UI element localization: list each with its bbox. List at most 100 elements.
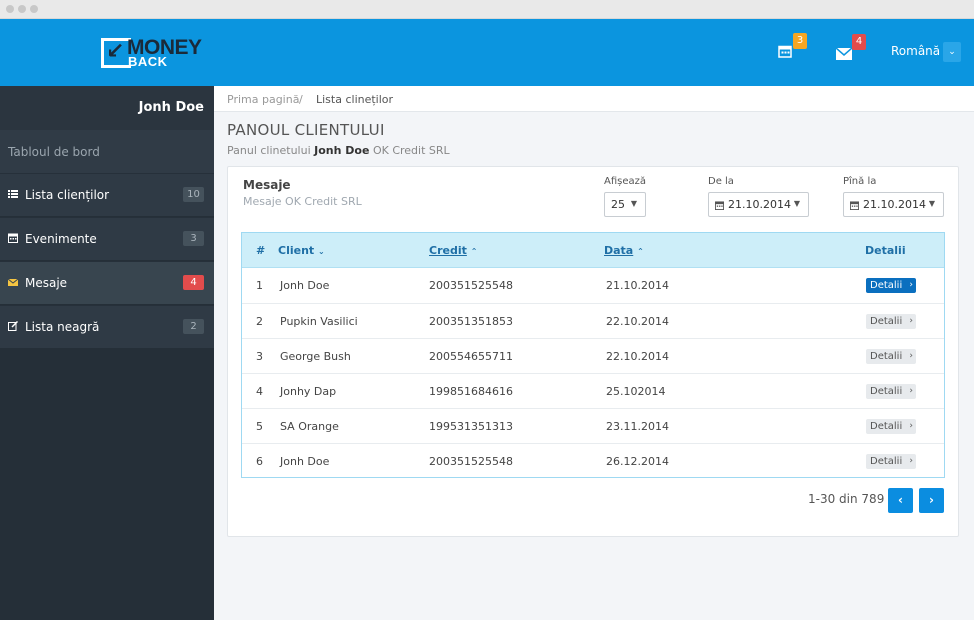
cell-num: 1 [256, 279, 263, 292]
sidebar-item-clients[interactable]: Lista clienților 10 [0, 173, 214, 216]
page-subtitle: Panul clinetului Jonh Doe OK Credit SRL [227, 144, 450, 157]
cell-date: 26.12.2014 [606, 455, 669, 468]
cell-client: Jonh Doe [280, 455, 330, 468]
cell-num: 4 [256, 385, 263, 398]
cell-num: 2 [256, 315, 263, 328]
show-label: Afișează [604, 176, 647, 187]
prev-page-button[interactable]: ‹ [888, 488, 913, 513]
next-page-button[interactable]: › [919, 488, 944, 513]
envelope-icon [7, 277, 19, 287]
chevron-right-icon: › [909, 421, 913, 431]
envelope-icon [835, 47, 853, 60]
details-button[interactable]: Detalii › [866, 419, 916, 434]
pagination-info: 1-30 din 789 [808, 492, 885, 506]
chevron-down-icon: ▼ [630, 199, 637, 208]
window-dot-icon [6, 5, 14, 13]
cell-credit: 200351525548 [429, 455, 513, 468]
cell-date: 25.102014 [606, 385, 666, 398]
sort-ascending-icon: ⌃ [637, 247, 644, 256]
list-icon [8, 189, 18, 199]
column-header-credit-label: Credit [429, 244, 467, 257]
logo-word-back: BACK [128, 54, 168, 69]
details-button[interactable]: Detalii › [866, 384, 916, 399]
chevron-left-icon: ‹ [898, 493, 903, 507]
to-date-picker[interactable]: 21.10.2014 ▼ [843, 192, 944, 217]
details-button-label: Detalii [870, 421, 903, 432]
sidebar-item-events[interactable]: Evenimente 3 [0, 217, 214, 260]
breadcrumb: Prima pagină / Lista clineților [214, 86, 974, 112]
sidebar-item-blacklist[interactable]: Lista neagră 2 [0, 305, 214, 348]
cell-num: 6 [256, 455, 263, 468]
from-date-picker[interactable]: 21.10.2014 ▼ [708, 192, 809, 217]
table-row: 1 Jonh Doe 200351525548 21.10.2014 Detal… [242, 268, 944, 303]
logo[interactable]: ↙ MONEY BACK [101, 36, 216, 70]
to-date-value: 21.10.2014 [863, 198, 926, 211]
chevron-right-icon: › [909, 280, 913, 290]
details-button[interactable]: Detalii › [866, 454, 916, 469]
page-title: PANOUL CLIENTULUI [227, 121, 385, 139]
sidebar: Jonh Doe Tabloul de bord Lista cliențilo… [0, 86, 214, 620]
calendar-icon [715, 200, 724, 213]
calendar-notification[interactable]: 3 [778, 33, 807, 62]
cell-client: SA Orange [280, 420, 339, 433]
details-button[interactable]: Detalii › [866, 349, 916, 364]
sidebar-item-dashboard[interactable]: Tabloul de bord [0, 130, 214, 173]
cell-num: 3 [256, 350, 263, 363]
language-label[interactable]: Română [891, 44, 941, 58]
details-button-label: Detalii [870, 386, 903, 397]
logo-word-money: MONEY [127, 36, 202, 59]
sidebar-item-label: Lista neagră [25, 320, 100, 334]
chevron-down-icon: ▼ [928, 199, 935, 208]
chevron-right-icon: › [929, 493, 934, 507]
cell-client: Jonh Doe [280, 279, 330, 292]
breadcrumb-home[interactable]: Prima pagină [227, 93, 300, 106]
cell-date: 23.11.2014 [606, 420, 669, 433]
details-button-label: Detalii [870, 456, 903, 467]
sidebar-item-count: 3 [183, 231, 204, 246]
sidebar-item-label: Mesaje [25, 276, 68, 290]
sidebar-item-count: 4 [183, 275, 204, 290]
cell-credit: 200554655711 [429, 350, 513, 363]
mail-notification[interactable]: 4 [835, 34, 866, 64]
page-size-select[interactable]: 25 ▼ [604, 192, 646, 217]
panel-subtitle: Mesaje OK Credit SRL [243, 195, 362, 208]
cell-date: 22.10.2014 [606, 350, 669, 363]
calendar-icon [850, 200, 859, 213]
user-panel: Jonh Doe [0, 86, 214, 130]
column-header-credit[interactable]: Credit ⌃ [429, 244, 477, 257]
column-header-date[interactable]: Data ⌃ [604, 244, 644, 257]
cell-credit: 199531351313 [429, 420, 513, 433]
column-header-client-label: Client [278, 244, 315, 257]
cell-client: Jonhy Dap [280, 385, 337, 398]
window-dot-icon [30, 5, 38, 13]
cell-client: George Bush [280, 350, 351, 363]
column-header-client[interactable]: Client ⌄ [278, 244, 325, 257]
chevron-right-icon: › [909, 316, 913, 326]
column-header-details: Detalii [865, 244, 906, 257]
page-subtitle-client: Jonh Doe [314, 144, 370, 157]
user-name[interactable]: Jonh Doe [138, 100, 204, 115]
calendar-icon [778, 45, 792, 58]
column-header-date-label: Data [604, 244, 634, 257]
chevron-right-icon: › [909, 351, 913, 361]
chevron-right-icon: › [909, 386, 913, 396]
chevron-down-icon: ⌄ [318, 247, 325, 256]
language-dropdown-button[interactable]: ⌄ [943, 42, 961, 62]
page-size-value: 25 [611, 198, 625, 211]
sidebar-item-count: 10 [183, 187, 204, 202]
messages-table: # Client ⌄ Credit ⌃ Data ⌃ Detalii 1 Jon… [241, 232, 945, 478]
cell-credit: 200351351853 [429, 315, 513, 328]
page-subtitle-company: OK Credit SRL [372, 144, 450, 157]
table-row: 5 SA Orange 199531351313 23.11.2014 Deta… [242, 408, 944, 443]
window-dot-icon [18, 5, 26, 13]
details-button-label: Detalii [870, 351, 903, 362]
sidebar-item-messages[interactable]: Mesaje 4 [0, 261, 214, 304]
details-button[interactable]: Detalii › [866, 278, 916, 293]
browser-chrome [0, 0, 974, 19]
details-button[interactable]: Detalii › [866, 314, 916, 329]
breadcrumb-current: Lista clineților [316, 93, 394, 106]
details-button-label: Detalii [870, 316, 903, 327]
page-subtitle-prefix: Panul clinetului [227, 144, 311, 157]
table-row: 4 Jonhy Dap 199851684616 25.102014 Detal… [242, 373, 944, 408]
chevron-down-icon: ⌄ [948, 47, 956, 57]
